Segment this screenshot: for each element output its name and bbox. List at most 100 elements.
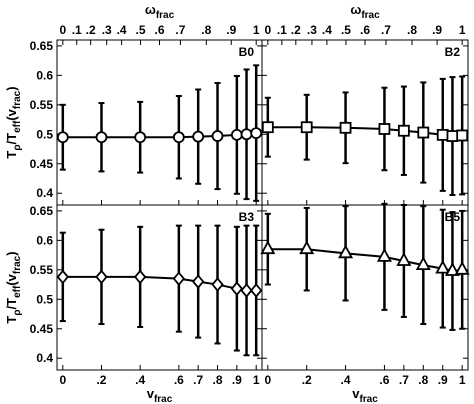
y-tick-label: 0.6 xyxy=(36,68,53,82)
y-tick-label: 0.45 xyxy=(30,322,54,336)
y-tick-label: 0.4 xyxy=(36,186,53,200)
marker xyxy=(211,130,224,142)
label-text: v xyxy=(147,386,155,401)
x-tick-label: .2 xyxy=(96,373,106,387)
marker xyxy=(454,260,470,275)
label-text: /T xyxy=(4,298,19,310)
panel-title: B0 xyxy=(239,45,255,59)
label-sub: frac xyxy=(154,394,173,404)
y-tick-label: 0.55 xyxy=(30,98,54,112)
label-text: v xyxy=(352,386,360,401)
x-tick-label: .8 xyxy=(418,373,428,387)
marker xyxy=(192,130,205,143)
marker xyxy=(300,121,313,134)
x-tick-label: .2 xyxy=(302,373,312,387)
marker xyxy=(260,240,276,255)
x2-tick-label: .8 xyxy=(201,23,211,37)
x-tick-label: .9 xyxy=(438,373,448,387)
marker xyxy=(376,247,392,262)
panel-frame xyxy=(261,204,469,371)
x2-tick-label: 1 xyxy=(459,23,466,37)
marker xyxy=(436,128,449,141)
x-tick-label: .4 xyxy=(135,373,145,387)
x-tick-label: .9 xyxy=(232,373,242,387)
y-axis-label: Tρ​/Teff​(vfrac​) xyxy=(4,86,23,158)
marker xyxy=(250,283,263,298)
x-tick-label: .4 xyxy=(341,373,351,387)
label-sub: frac xyxy=(359,394,378,404)
y-tick-label: 0.5 xyxy=(36,127,53,141)
data-line xyxy=(62,132,257,139)
x2-tick-label: .5 xyxy=(136,23,146,37)
x2-tick-label: 1 xyxy=(253,23,260,37)
x2-tick-label: .2 xyxy=(291,23,301,37)
x2-tick-label: .1 xyxy=(277,23,287,37)
y-tick-label: 0.4 xyxy=(36,351,53,365)
x-tick-label: .6 xyxy=(379,373,389,387)
marker xyxy=(56,131,69,144)
marker xyxy=(435,259,451,274)
x2-tick-label: .7 xyxy=(175,23,185,37)
marker xyxy=(172,271,186,287)
label-text: T xyxy=(4,151,19,159)
x2-tick-label: .9 xyxy=(432,23,442,37)
x2-tick-label: 0 xyxy=(264,23,271,37)
label-text: ) xyxy=(4,86,19,90)
label-text: (v xyxy=(4,108,19,120)
x-tick-label: .6 xyxy=(174,373,184,387)
marker xyxy=(134,131,147,144)
x-tick-label: .7 xyxy=(399,373,409,387)
marker xyxy=(56,269,69,285)
y-tick-label: 0.5 xyxy=(36,292,53,306)
x2-tick-label: .2 xyxy=(86,23,96,37)
panel-frame xyxy=(261,39,469,206)
x2-tick-label: .4 xyxy=(117,23,127,37)
marker xyxy=(240,128,253,141)
marker xyxy=(444,262,460,276)
y-tick-label: 0.45 xyxy=(30,157,54,171)
x-axis-label: vfrac​ xyxy=(352,386,378,404)
y-tick-label: 0.6 xyxy=(36,233,53,247)
label-text: ) xyxy=(4,251,19,255)
marker xyxy=(396,252,412,266)
marker xyxy=(211,277,224,292)
label-sub: ρ xyxy=(12,309,23,315)
label-sub: ρ xyxy=(12,144,23,150)
x-tick-label: .8 xyxy=(213,373,223,387)
y-axis-label: Tρ​/Teff​(vfrac​) xyxy=(4,251,23,323)
marker xyxy=(172,131,185,144)
x-tick-label: 1 xyxy=(253,373,260,387)
x2-tick-label: .9 xyxy=(226,23,236,37)
marker xyxy=(133,269,147,285)
marker xyxy=(95,269,108,285)
label-sub: frac xyxy=(12,255,23,274)
x-tick-label: 0 xyxy=(59,373,66,387)
label-sub: eff xyxy=(12,285,23,298)
panel-title: B3 xyxy=(239,210,255,224)
marker xyxy=(240,283,253,298)
x2-tick-label: .1 xyxy=(72,23,82,37)
x-tick-label: 0 xyxy=(264,373,271,387)
x-tick-label: .7 xyxy=(193,373,203,387)
marker xyxy=(230,281,244,297)
data-line xyxy=(267,126,463,138)
marker xyxy=(250,127,263,140)
panel-frame xyxy=(56,39,263,206)
y-tick-label: 0.65 xyxy=(30,39,54,53)
label-sub: eff xyxy=(12,120,23,133)
marker xyxy=(446,130,459,142)
marker xyxy=(338,244,354,259)
label-text: /T xyxy=(4,133,19,145)
label-sub: frac xyxy=(12,90,23,109)
data-line xyxy=(62,275,257,292)
x2-tick-label: .6 xyxy=(360,23,370,37)
label-sub: frac xyxy=(156,10,175,21)
x-axis-label: vfrac​ xyxy=(147,386,173,404)
x2-tick-label: .4 xyxy=(322,23,332,37)
marker xyxy=(378,123,391,135)
marker xyxy=(95,131,108,144)
marker xyxy=(230,128,243,141)
x2-tick-label: .3 xyxy=(102,23,112,37)
x2-tick-label: .5 xyxy=(341,23,351,37)
